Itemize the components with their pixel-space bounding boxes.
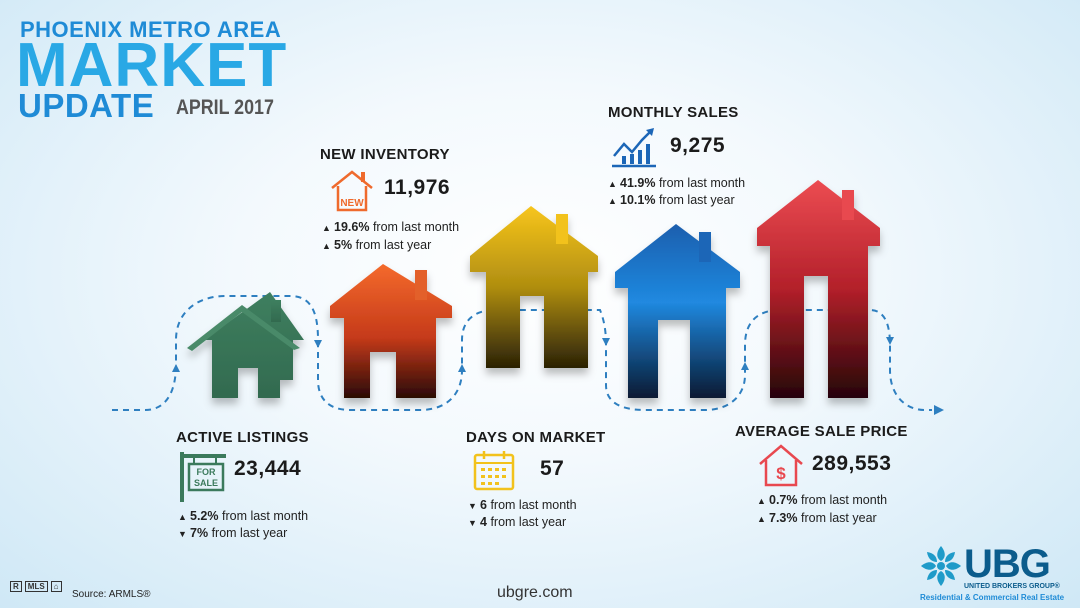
chart-growth-icon xyxy=(612,128,656,168)
house-new-inventory xyxy=(330,264,452,398)
active-listings-value: 23,444 xyxy=(234,457,302,480)
footer-logos: R MLS ⌂ xyxy=(10,581,65,592)
monthly-sales-month: ▲ 41.9% from last month xyxy=(608,176,746,190)
footer-url[interactable]: ubgre.com xyxy=(497,584,573,601)
for-sale-text-2: SALE xyxy=(194,478,218,488)
header-subtitle: PHOENIX METRO AREA xyxy=(20,17,282,42)
active-listings-title: ACTIVE LISTINGS xyxy=(176,429,309,446)
new-inventory-value: 11,976 xyxy=(384,176,451,199)
monthly-sales-title: MONTHLY SALES xyxy=(608,104,739,121)
realtor-logo: R xyxy=(10,581,22,592)
days-on-market-month: ▼ 6 from last month xyxy=(468,498,577,512)
average-sale-price-value: 289,553 xyxy=(812,452,892,475)
for-sale-sign-icon: FOR SALE xyxy=(180,452,226,502)
up-arrow-icon: ▲ xyxy=(178,512,187,522)
days-on-market-value: 57 xyxy=(540,457,565,480)
house-days-on-market xyxy=(470,206,598,368)
down-arrow-icon: ▼ xyxy=(178,529,187,539)
path-arrows xyxy=(172,337,944,415)
monthly-sales-year: ▲ 10.1% from last year xyxy=(608,193,735,207)
ubg-logo-sub1: UNITED BROKERS GROUP® xyxy=(964,583,1060,590)
header-title: MARKET xyxy=(16,31,288,100)
for-sale-text-1: FOR xyxy=(197,467,216,477)
up-arrow-icon: ▲ xyxy=(757,514,766,524)
average-sale-price-month: ▲ 0.7% from last month xyxy=(757,493,888,507)
new-inventory-month: ▲ 19.6% from last month xyxy=(322,220,460,234)
up-arrow-icon: ▲ xyxy=(608,196,617,206)
new-inventory-title: NEW INVENTORY xyxy=(320,146,450,163)
header-title-2: UPDATE xyxy=(18,87,155,124)
house-active-listings xyxy=(187,292,304,398)
dollar-sign: $ xyxy=(776,464,786,483)
up-arrow-icon: ▲ xyxy=(608,179,617,189)
down-arrow-icon: ▼ xyxy=(468,518,477,528)
up-arrow-icon: ▲ xyxy=(322,223,331,233)
average-sale-price-year: ▲ 7.3% from last year xyxy=(757,511,877,525)
active-listings-year: ▼ 7% from last year xyxy=(178,526,288,540)
active-listings-month: ▲ 5.2% from last month xyxy=(178,509,309,523)
new-house-icon: NEW xyxy=(331,170,373,212)
new-inventory-year: ▲ 5% from last year xyxy=(322,238,432,252)
house-monthly-sales xyxy=(615,224,740,398)
footer-source: Source: ARMLS® xyxy=(72,589,151,600)
ubg-swirl-icon xyxy=(921,546,961,586)
new-house-icon-text: NEW xyxy=(340,198,364,209)
days-on-market-year: ▼ 4 from last year xyxy=(468,515,567,529)
calendar-icon xyxy=(473,451,515,491)
dollar-house-icon: $ xyxy=(759,444,803,487)
days-on-market-title: DAYS ON MARKET xyxy=(466,429,606,446)
header-date: APRIL 2017 xyxy=(176,96,274,119)
house-average-sale-price xyxy=(757,180,880,398)
monthly-sales-value: 9,275 xyxy=(670,134,726,157)
ubg-logo: UBG UNITED BROKERS GROUP® Residential & … xyxy=(918,540,1078,608)
up-arrow-icon: ▲ xyxy=(322,241,331,251)
ubg-logo-sub2: Residential & Commercial Real Estate xyxy=(920,593,1065,602)
up-arrow-icon: ▲ xyxy=(757,496,766,506)
equal-housing-icon: ⌂ xyxy=(50,581,62,592)
mls-logo: MLS xyxy=(24,581,48,592)
down-arrow-icon: ▼ xyxy=(468,501,477,511)
ubg-logo-text: UBG xyxy=(964,542,1051,586)
average-sale-price-title: AVERAGE SALE PRICE xyxy=(735,423,908,440)
